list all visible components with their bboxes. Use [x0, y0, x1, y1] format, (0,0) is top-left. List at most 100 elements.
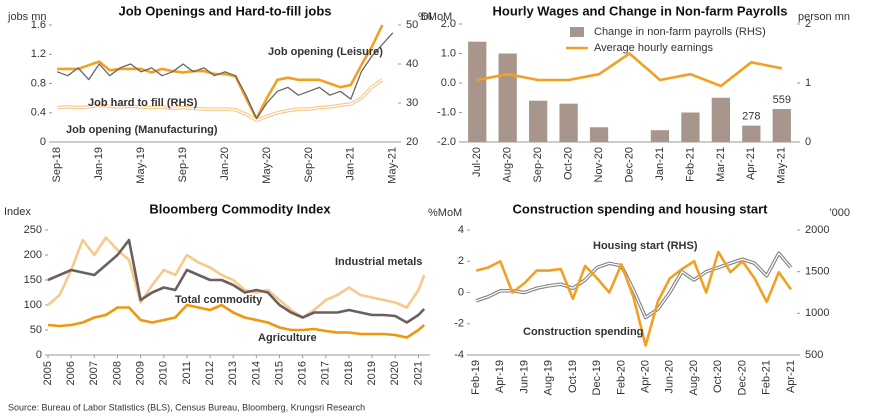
y-axis-label: %MoM — [428, 207, 462, 219]
series-label: Agriculture — [258, 332, 317, 344]
x-tick-label: Jun-19 — [518, 360, 530, 394]
x-tick-label: Feb-19 — [470, 360, 482, 395]
chart-title: Job Openings and Hard-to-fill jobs — [118, 3, 331, 18]
bar — [711, 97, 730, 142]
x-tick-label: Dec-20 — [623, 147, 635, 182]
series-line — [475, 250, 792, 347]
legend-label: Average hourly earnings — [594, 42, 714, 54]
x-tick-label: 2014 — [250, 361, 262, 385]
y2-tick-label: 0 — [805, 136, 811, 148]
y-axis-label: jobs mn — [7, 11, 47, 23]
x-tick-label: 2013 — [227, 361, 239, 385]
y-tick-label: -4 — [454, 349, 464, 361]
bar — [468, 41, 487, 143]
x-tick-label: 2008 — [111, 361, 123, 385]
x-tick-label: Sep-18 — [51, 147, 63, 182]
x-tick-label: Jun-20 — [664, 360, 676, 394]
x-tick-label: Feb-20 — [615, 360, 627, 395]
series-label: Housing start (RHS) — [593, 240, 698, 252]
x-tick-label: May-20 — [261, 147, 273, 184]
x-tick-label: Jul-20 — [471, 147, 483, 177]
x-tick-label: 2018 — [343, 361, 355, 385]
series-label: Total commodity — [175, 294, 263, 306]
x-tick-label: Apr-20 — [640, 360, 652, 393]
x-tick-label: Dec-19 — [591, 360, 603, 395]
x-tick-label: 2010 — [158, 361, 170, 385]
x-tick-label: 2017 — [320, 361, 332, 385]
y-tick-label: 2.0 — [441, 18, 456, 30]
x-tick-label: Jan-21 — [654, 147, 666, 181]
data-label: 278 — [742, 111, 760, 123]
x-tick-label: 2021 — [412, 361, 424, 385]
x-tick-label: 2005 — [42, 361, 54, 385]
x-tick-label: Jan-20 — [219, 147, 231, 181]
y-tick-label: 150 — [24, 274, 42, 286]
y2-tick-label: 500 — [805, 349, 823, 361]
y2-tick-label: 2000 — [805, 224, 829, 236]
y-tick-label: 0.8 — [31, 77, 46, 89]
y2-tick-label: 40 — [406, 58, 418, 70]
chart-title: Hourly Wages and Change in Non-farm Payr… — [493, 3, 788, 18]
chart-title: Construction spending and housing start — [513, 201, 769, 216]
x-tick-label: Oct-19 — [567, 360, 579, 393]
y-tick-label: 1.0 — [441, 47, 456, 59]
y-tick-label: 0 — [40, 136, 46, 148]
series-label: Job hard to fill (RHS) — [88, 97, 198, 109]
bar — [772, 109, 791, 142]
y-tick-label: 100 — [24, 299, 42, 311]
series-label: Industrial metals — [335, 256, 422, 268]
y2-tick-label: 1 — [805, 77, 811, 89]
x-tick-label: 2009 — [135, 361, 147, 385]
y2-axis-label: person mn — [798, 11, 850, 23]
y-tick-label: -2.0 — [437, 136, 456, 148]
y-tick-label: 2 — [458, 255, 464, 267]
x-tick-label: Jan-21 — [345, 147, 357, 181]
series-label: Construction spending — [523, 326, 643, 338]
x-tick-label: Aug-19 — [543, 360, 555, 395]
x-tick-label: Oct-20 — [712, 360, 724, 393]
y2-axis-label: DI — [421, 11, 432, 23]
bar — [559, 103, 578, 142]
y2-tick-label: 1000 — [805, 307, 829, 319]
series-line-inner — [475, 252, 792, 319]
x-tick-label: Aug-20 — [688, 360, 700, 395]
x-tick-label: May-21 — [387, 147, 399, 184]
source-note: Source: Bureau of Labor Statistics (BLS)… — [8, 402, 365, 412]
y-tick-label: 50 — [30, 324, 42, 336]
y-tick-label: 0.0 — [441, 77, 456, 89]
y2-tick-label: 1500 — [805, 266, 829, 278]
x-tick-label: Nov-20 — [593, 147, 605, 182]
chart-title: Bloomberg Commodity Index — [149, 201, 331, 216]
x-tick-label: Apr-19 — [494, 360, 506, 393]
bar — [742, 125, 761, 142]
y2-tick-label: 30 — [406, 97, 418, 109]
y2-axis-label: '000 — [830, 207, 850, 219]
series-line — [47, 238, 426, 324]
x-tick-label: Mar-21 — [715, 147, 727, 182]
x-tick-label: May-21 — [776, 147, 788, 184]
bar — [650, 130, 670, 142]
y-tick-label: 0.4 — [31, 107, 46, 119]
y-axis-label: Index — [4, 206, 31, 218]
series-line — [47, 303, 426, 339]
x-tick-label: Sep-20 — [303, 147, 315, 182]
x-tick-label: Feb-21 — [761, 360, 773, 395]
series-line — [476, 52, 783, 88]
y-tick-label: 0 — [36, 349, 42, 361]
y-tick-label: 1.2 — [31, 48, 46, 60]
x-tick-label: Sep-20 — [532, 147, 544, 182]
x-tick-label: Aug-20 — [502, 147, 514, 182]
y-tick-label: 250 — [24, 224, 42, 236]
x-tick-label: Dec-20 — [736, 360, 748, 395]
y-axis-label: %MoM — [418, 11, 452, 23]
y-tick-label: 4 — [458, 224, 464, 236]
x-tick-label: Sep-19 — [177, 147, 189, 182]
data-label: 559 — [773, 94, 791, 106]
x-tick-label: Apr-21 — [785, 360, 797, 393]
x-tick-label: 2007 — [88, 361, 100, 385]
bar — [681, 112, 700, 142]
x-tick-label: 2020 — [389, 361, 401, 385]
y-tick-label: 0 — [458, 286, 464, 298]
y-tick-label: 1.6 — [31, 19, 46, 31]
